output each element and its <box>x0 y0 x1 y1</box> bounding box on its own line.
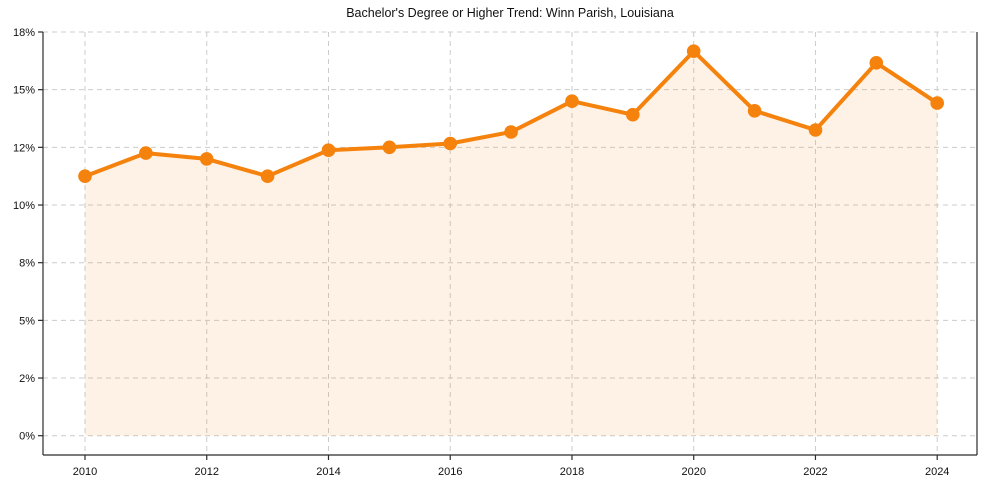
data-point-2024 <box>930 96 944 110</box>
x-axis-label: 2018 <box>560 466 584 478</box>
data-point-2022 <box>808 123 823 137</box>
y-axis-label: 10% <box>13 200 35 212</box>
x-axis-label: 2024 <box>925 466 949 478</box>
data-point-2010 <box>78 169 92 183</box>
y-axis-label: 2% <box>19 373 35 385</box>
y-axis-label: 12% <box>13 142 35 154</box>
y-axis-label: 15% <box>13 85 35 97</box>
y-axis-label: 18% <box>13 27 35 39</box>
y-axis-label: 8% <box>19 258 35 270</box>
data-point-2018 <box>565 94 579 108</box>
x-axis-label: 2016 <box>438 466 462 478</box>
x-axis-label: 2014 <box>316 466 340 478</box>
chart-title: Bachelor's Degree or Higher Trend: Winn … <box>346 6 674 20</box>
data-point-2023 <box>869 56 884 70</box>
data-point-2021 <box>747 104 762 118</box>
data-point-2011 <box>139 146 153 160</box>
y-axis-label: 0% <box>19 431 35 443</box>
data-point-2012 <box>199 152 214 166</box>
data-point-2013 <box>260 169 275 183</box>
data-point-2014 <box>321 143 336 157</box>
x-axis-label: 2012 <box>195 466 219 478</box>
data-point-2016 <box>443 136 458 151</box>
x-axis-label: 2022 <box>803 466 827 478</box>
data-point-2020 <box>686 44 701 58</box>
x-axis-label: 2020 <box>681 466 705 478</box>
x-axis-label: 2010 <box>73 466 97 478</box>
y-axis-label: 5% <box>19 315 35 327</box>
data-point-2017 <box>504 125 518 139</box>
data-point-2019 <box>626 107 640 122</box>
area-fill <box>85 51 938 436</box>
data-point-2015 <box>382 140 397 155</box>
